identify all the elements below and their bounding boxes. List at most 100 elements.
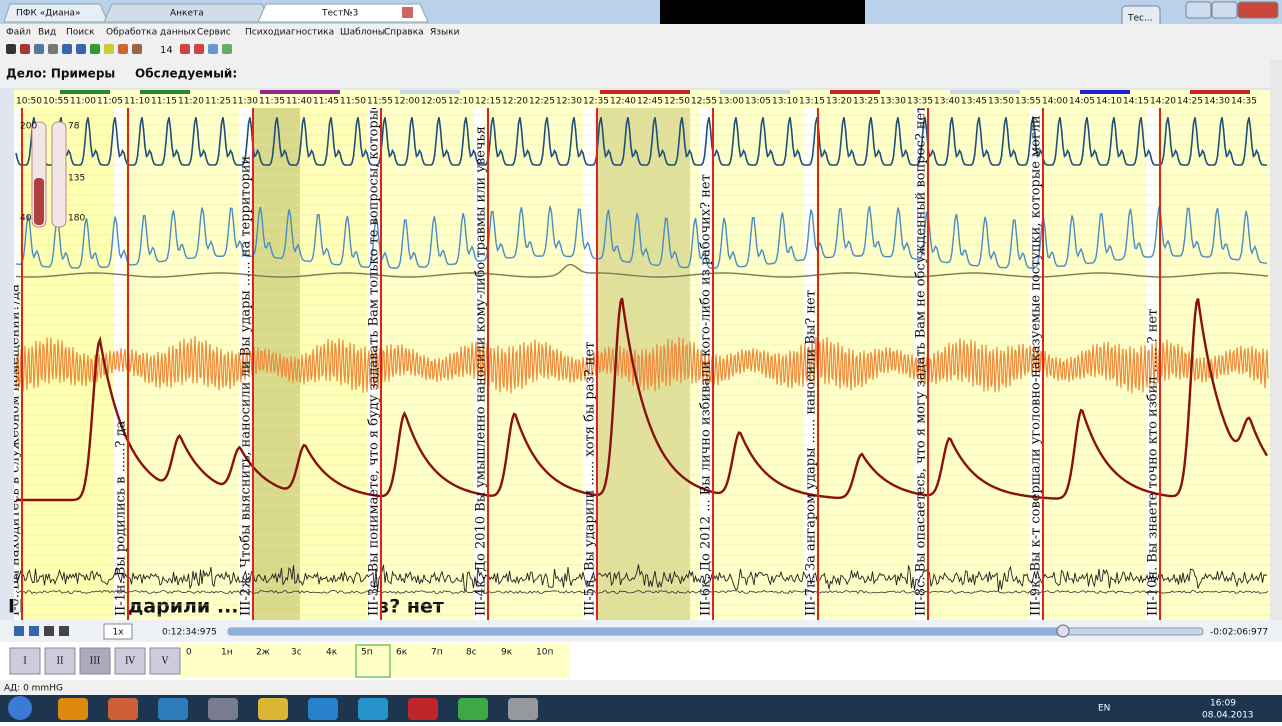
toolbar-icon[interactable]	[222, 44, 232, 54]
toolbar-icon[interactable]	[20, 44, 30, 54]
time-label: 12:00	[394, 97, 420, 107]
stage-mark[interactable]: 8с	[466, 648, 477, 658]
segment-bar	[950, 90, 1020, 94]
toolbar-icon[interactable]	[90, 44, 100, 54]
question-label: II-1н. Вы родились в ......? да	[114, 421, 129, 616]
taskbar-icon[interactable]	[108, 698, 138, 720]
toolbar-number: 14	[160, 45, 173, 56]
stage-button[interactable]	[114, 647, 146, 675]
toolbar-icon[interactable]	[132, 44, 142, 54]
stage-mark[interactable]: 0	[186, 648, 192, 658]
tab[interactable]	[103, 3, 271, 23]
taskbar-icon[interactable]	[358, 698, 388, 720]
time-label: 12:55	[691, 97, 717, 107]
tab[interactable]	[257, 3, 429, 23]
gauge-label: 200	[20, 122, 37, 132]
start-button[interactable]	[8, 696, 32, 720]
tab-label: ПФК «Диана»	[16, 9, 81, 19]
question-label: III-6к. До 2012 ... Вы лично избивали ко…	[699, 174, 714, 616]
header-bar	[0, 64, 1282, 88]
close-button[interactable]	[1237, 1, 1279, 19]
stage-mark[interactable]: 4к	[326, 648, 338, 658]
gauge-label: 78	[68, 122, 80, 132]
time-label: 12:40	[610, 97, 636, 107]
stage-mark[interactable]: 2ж	[256, 648, 270, 658]
stage-button-label: IV	[125, 657, 136, 667]
stage-button[interactable]	[9, 647, 41, 675]
toolbar-icon[interactable]	[104, 44, 114, 54]
minimize-button[interactable]	[1185, 1, 1212, 19]
menu-item[interactable]: Языки	[430, 28, 460, 38]
time-label: 11:40	[286, 97, 312, 107]
taskbar-icon[interactable]	[258, 698, 288, 720]
toolbar-icon[interactable]	[48, 44, 58, 54]
menu-item[interactable]: Справка	[384, 28, 424, 38]
slider-thumb[interactable]	[1056, 624, 1070, 638]
stage-mark[interactable]: 9к	[501, 648, 513, 658]
taskbar-icon[interactable]	[408, 698, 438, 720]
player-button[interactable]	[14, 626, 24, 636]
stage-mark[interactable]: 5п	[361, 648, 373, 658]
stage-mark[interactable]: 6к	[396, 648, 408, 658]
status-text: АД: 0 mmHG	[4, 684, 63, 694]
time-label: 13:30	[880, 97, 906, 107]
maximize-button[interactable]	[1211, 1, 1238, 19]
time-label: 13:15	[799, 97, 825, 107]
segment-bar	[1190, 90, 1250, 94]
stage-button-label: V	[161, 657, 169, 667]
player-button[interactable]	[29, 626, 39, 636]
clock-date: 08.04.2013	[1202, 711, 1254, 721]
time-label: 12:05	[421, 97, 447, 107]
toolbar-icon[interactable]	[180, 44, 190, 54]
subject-label: Обследуемый:	[135, 67, 237, 81]
taskbar-icon[interactable]	[208, 698, 238, 720]
mini-window-label: Тес...	[1127, 14, 1153, 24]
taskbar-icon[interactable]	[158, 698, 188, 720]
menu-item[interactable]: Психодиагностика	[245, 28, 334, 38]
tab-label: Тест№3	[321, 9, 358, 19]
stage-button[interactable]	[79, 647, 111, 675]
tab[interactable]	[3, 3, 109, 23]
question-label: III-2ж. Чтобы выяснить, наносили ли Вы у…	[239, 156, 254, 616]
toolbar-icon[interactable]	[34, 44, 44, 54]
menu-item[interactable]: Поиск	[66, 28, 95, 38]
time-label: 12:45	[637, 97, 663, 107]
pulse-trace	[15, 117, 1267, 166]
stage-button[interactable]	[149, 647, 181, 675]
tremor-trace	[15, 564, 1268, 592]
gsr-trace	[16, 297, 1269, 502]
taskbar-icon[interactable]	[58, 698, 88, 720]
time-label: 12:15	[475, 97, 501, 107]
menu-item[interactable]: Сервис	[197, 28, 231, 38]
toolbar-icon[interactable]	[118, 44, 128, 54]
taskbar-icon[interactable]	[308, 698, 338, 720]
toolbar-icon[interactable]	[208, 44, 218, 54]
time-label: 12:10	[448, 97, 474, 107]
toolbar-icon[interactable]	[76, 44, 86, 54]
taskbar-icon[interactable]	[508, 698, 538, 720]
menu-item[interactable]: Шаблоны	[340, 28, 385, 38]
time-label: 11:15	[151, 97, 177, 107]
segment-bar	[260, 90, 340, 94]
player-button[interactable]	[59, 626, 69, 636]
tab-close[interactable]	[402, 7, 413, 18]
segment-bar	[400, 90, 460, 94]
stage-mark[interactable]: 10п	[536, 648, 553, 658]
menu-item[interactable]: Обработка данных	[106, 28, 197, 38]
toolbar-icon[interactable]	[194, 44, 204, 54]
stage-mark[interactable]: 1н	[221, 648, 233, 658]
taskbar-icon[interactable]	[458, 698, 488, 720]
menu-item[interactable]: Вид	[38, 28, 56, 38]
stage-button[interactable]	[44, 647, 76, 675]
toolbar-icon[interactable]	[62, 44, 72, 54]
stage-mark[interactable]: 3с	[291, 648, 302, 658]
player-button[interactable]	[44, 626, 54, 636]
gauge-fill	[34, 178, 44, 225]
menu-item[interactable]: Файл	[6, 28, 31, 38]
time-label: 11:25	[205, 97, 231, 107]
speed-box[interactable]	[103, 623, 133, 640]
time-label: 13:45	[961, 97, 987, 107]
toolbar-icon[interactable]	[6, 44, 16, 54]
stage-mark[interactable]: 7п	[431, 648, 443, 658]
